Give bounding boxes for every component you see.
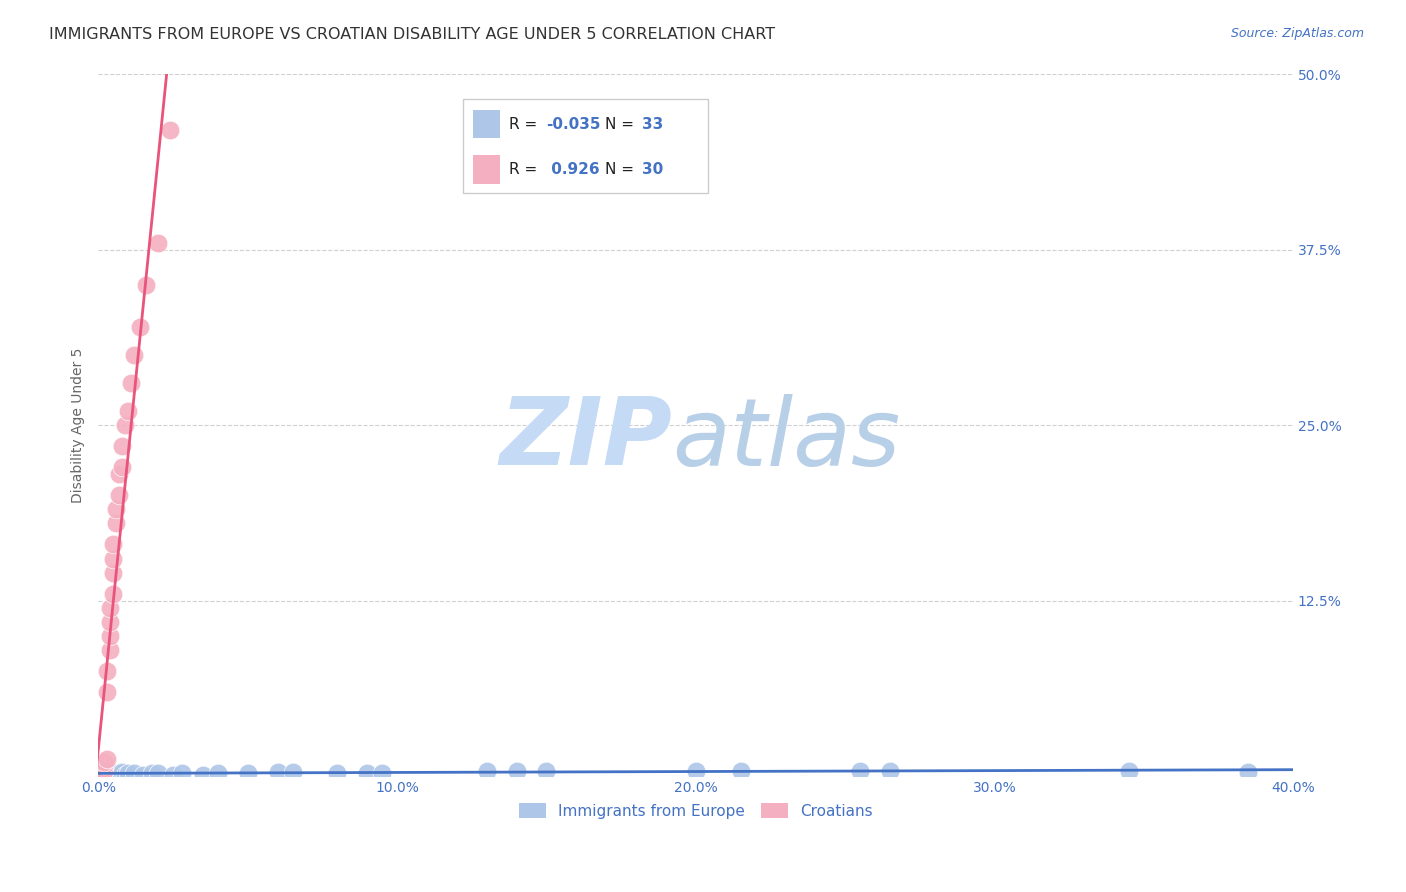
Point xyxy=(93,764,115,778)
Point xyxy=(103,551,125,566)
Point xyxy=(111,460,134,475)
Point xyxy=(105,502,128,516)
Point xyxy=(93,758,115,772)
Point xyxy=(103,537,125,551)
Point xyxy=(96,764,118,779)
Point xyxy=(103,766,125,780)
Point xyxy=(266,764,288,779)
Point xyxy=(536,764,558,778)
Point xyxy=(105,516,128,531)
Point xyxy=(191,768,214,782)
Point xyxy=(326,766,349,780)
Point xyxy=(93,766,115,780)
Point xyxy=(108,488,131,502)
Point xyxy=(108,766,131,780)
Point xyxy=(114,768,136,782)
Text: atlas: atlas xyxy=(672,393,900,484)
Point xyxy=(135,277,157,292)
Point xyxy=(90,762,112,776)
Point xyxy=(96,752,118,766)
Point xyxy=(356,766,378,780)
Point xyxy=(108,467,131,482)
Point xyxy=(124,766,146,780)
Point xyxy=(132,768,155,782)
Y-axis label: Disability Age Under 5: Disability Age Under 5 xyxy=(72,347,86,503)
Point xyxy=(475,764,498,778)
Point xyxy=(100,600,122,615)
Point xyxy=(100,615,122,629)
Point xyxy=(730,764,752,778)
Point xyxy=(100,642,122,657)
Text: ZIP: ZIP xyxy=(499,393,672,485)
Point xyxy=(141,766,163,780)
Text: IMMIGRANTS FROM EUROPE VS CROATIAN DISABILITY AGE UNDER 5 CORRELATION CHART: IMMIGRANTS FROM EUROPE VS CROATIAN DISAB… xyxy=(49,27,775,42)
Point xyxy=(117,766,139,780)
Point xyxy=(96,664,118,678)
Point xyxy=(90,764,112,779)
Point xyxy=(146,766,169,780)
Point xyxy=(100,629,122,643)
Point xyxy=(117,404,139,418)
Point xyxy=(93,755,115,769)
Point xyxy=(103,566,125,580)
Point xyxy=(236,766,259,780)
Point xyxy=(111,439,134,453)
Point xyxy=(1237,764,1260,779)
Point xyxy=(111,764,134,779)
Point xyxy=(207,766,229,780)
Point xyxy=(146,235,169,250)
Point xyxy=(120,376,142,390)
Point xyxy=(114,418,136,433)
Point xyxy=(96,685,118,699)
Point xyxy=(124,348,146,362)
Point xyxy=(879,764,901,778)
Point xyxy=(105,766,128,780)
Point xyxy=(170,766,193,780)
Point xyxy=(1118,764,1140,778)
Legend: Immigrants from Europe, Croatians: Immigrants from Europe, Croatians xyxy=(513,797,879,825)
Point xyxy=(100,766,122,780)
Point xyxy=(849,764,872,778)
Point xyxy=(162,768,184,782)
Point xyxy=(281,764,304,779)
Text: Source: ZipAtlas.com: Source: ZipAtlas.com xyxy=(1230,27,1364,40)
Point xyxy=(90,764,112,779)
Point xyxy=(159,123,181,137)
Point xyxy=(371,766,394,780)
Point xyxy=(685,764,707,778)
Point xyxy=(505,764,527,778)
Point xyxy=(103,586,125,600)
Point xyxy=(129,319,152,334)
